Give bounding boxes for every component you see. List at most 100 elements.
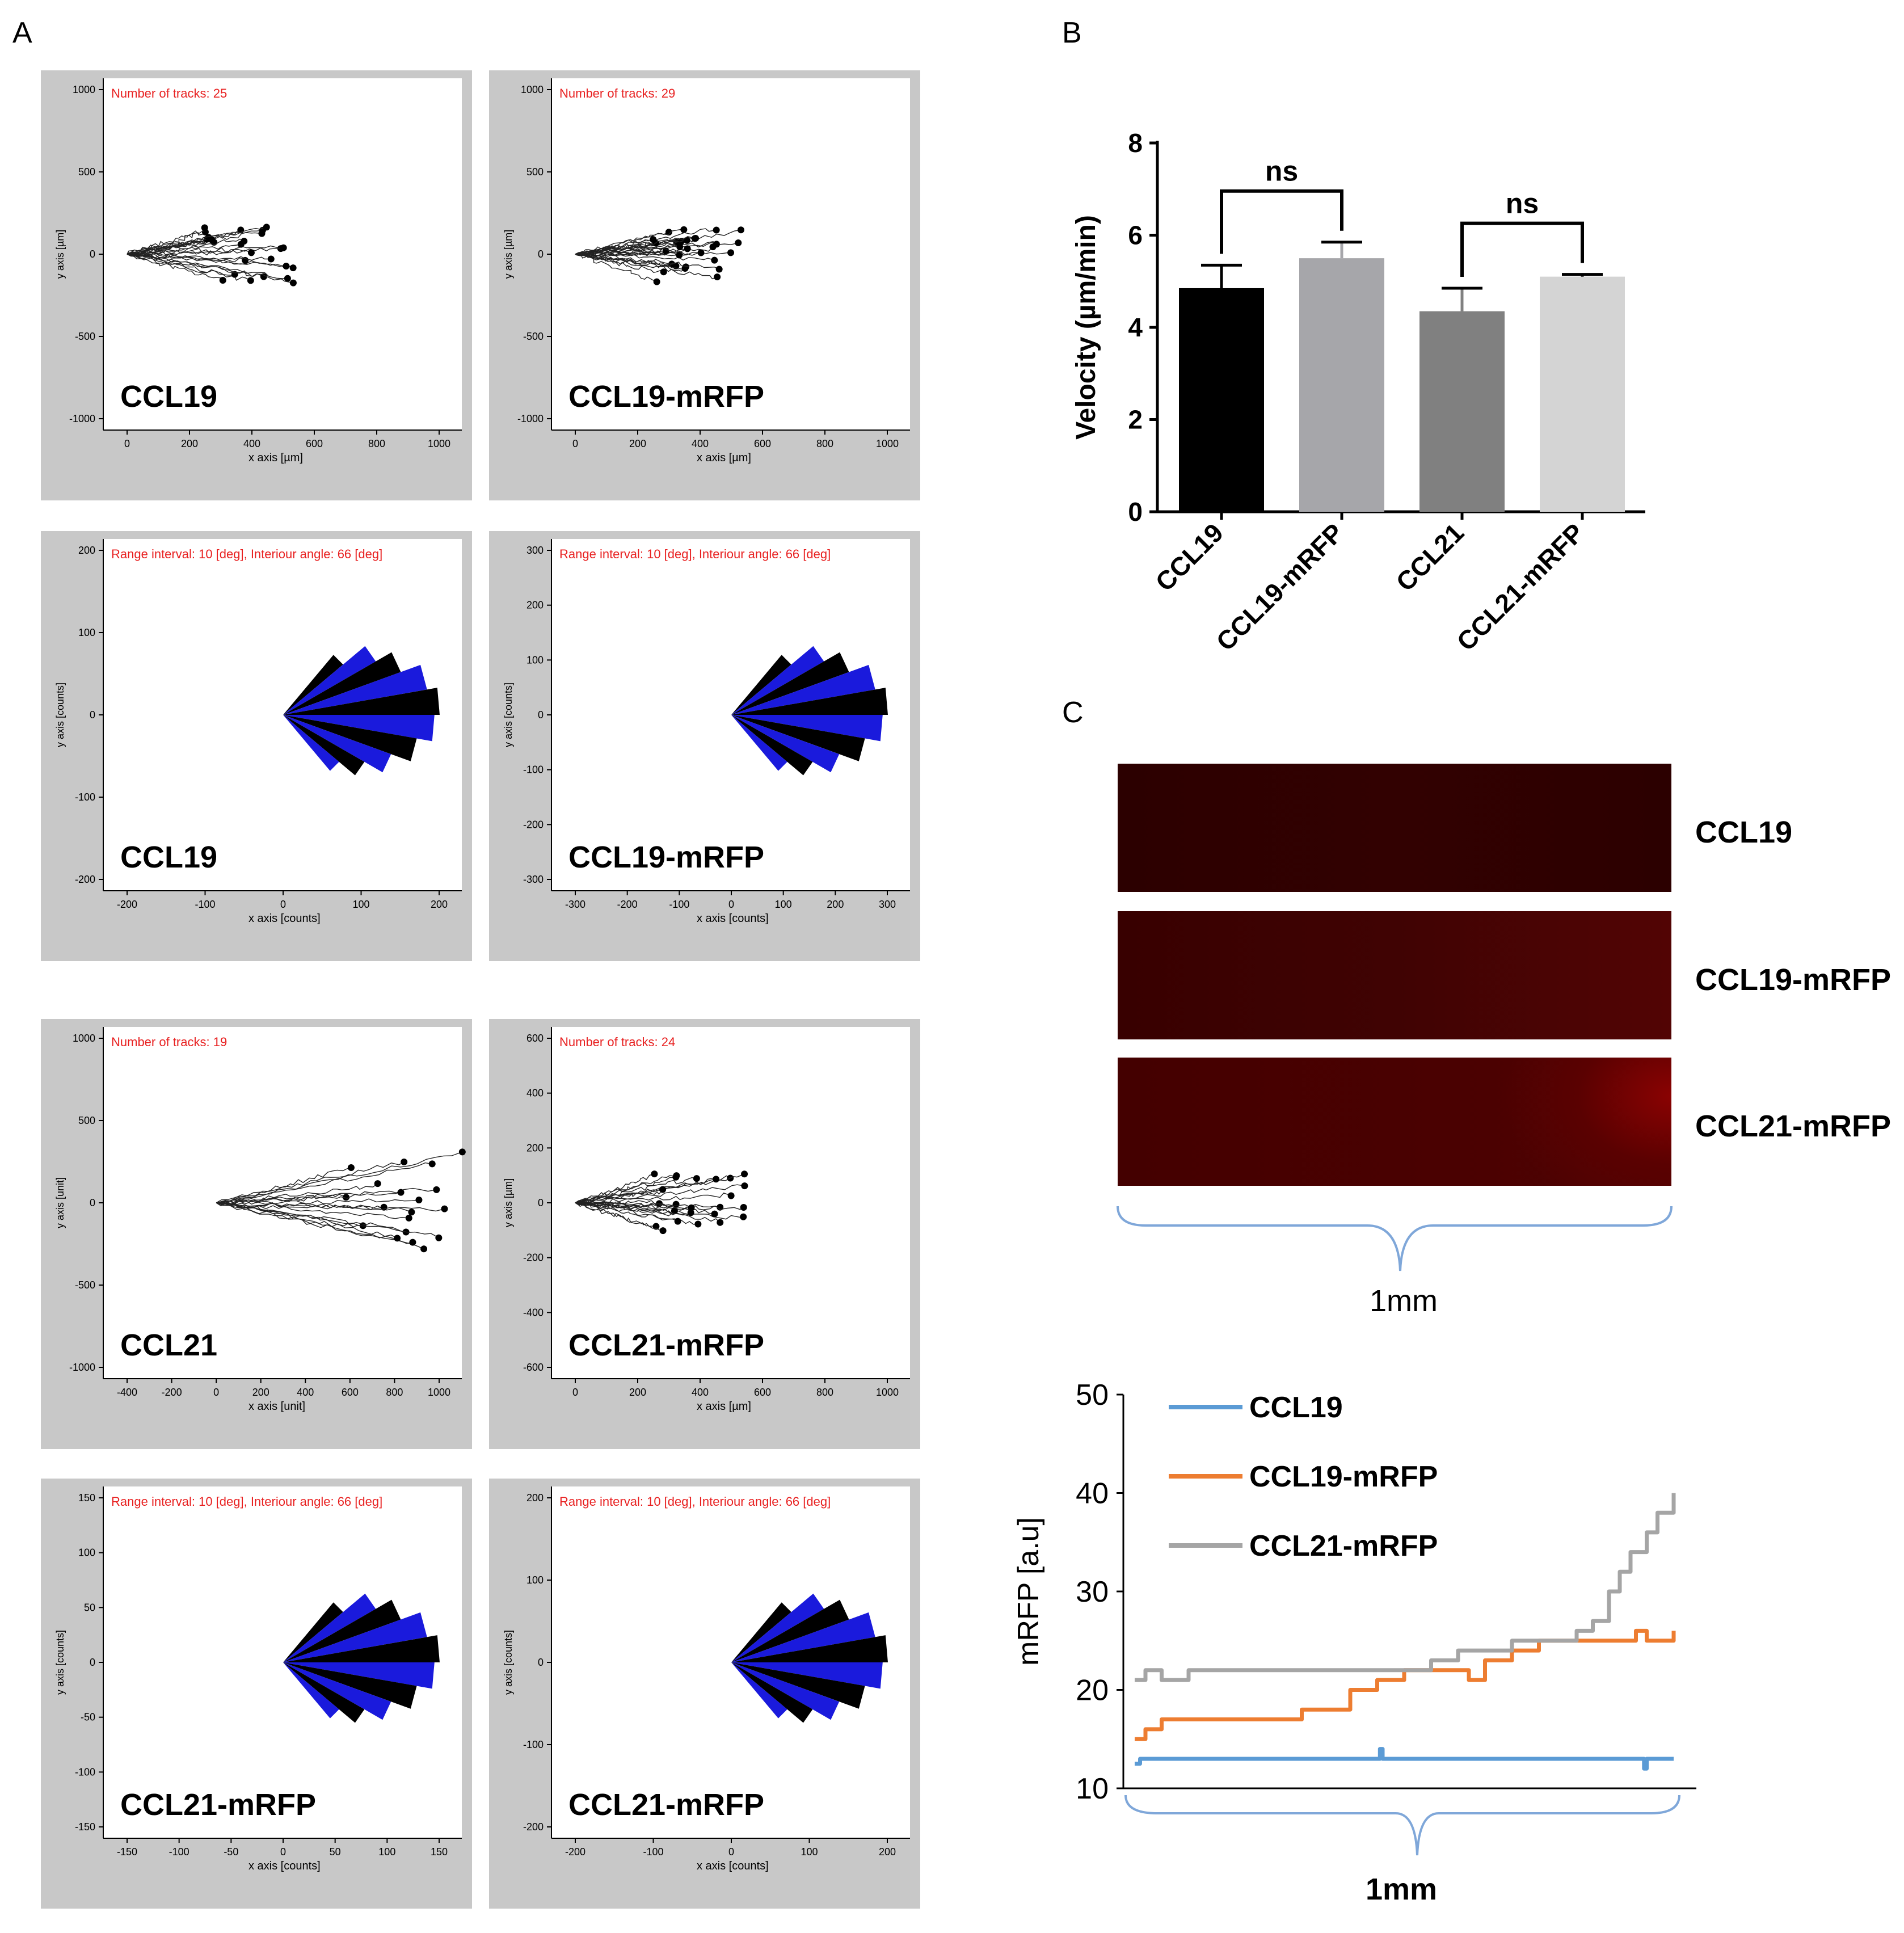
y-tick-label: 600: [526, 1033, 544, 1044]
cell-track: [216, 1202, 398, 1239]
cell-track: [575, 1184, 745, 1203]
y-tick-label: -200: [523, 819, 544, 830]
rose-wedge: [283, 715, 365, 776]
track-endpoint: [713, 241, 720, 248]
x-tick-label: 100: [775, 899, 792, 910]
x-tick-label: 600: [342, 1387, 359, 1398]
rose-wedge: [731, 715, 840, 773]
track-endpoint: [283, 263, 290, 270]
x-tick-label: -400: [117, 1387, 137, 1398]
cell-track: [216, 1167, 352, 1203]
tile-ccl21-mrfp-rose-a: -150 -100 -50 0 50 100 150 150 100 50 0 -50 -100 -150…: [41, 1479, 472, 1909]
x-tick-label: 600: [754, 1387, 771, 1398]
rose-wedge: [731, 1662, 787, 1719]
track-endpoint: [662, 247, 669, 255]
y-axis-label: y axis [counts]: [503, 683, 514, 747]
bar-y-axis-label: Velocity (µm/min): [1071, 215, 1101, 440]
significance-label: ns: [1265, 155, 1298, 187]
x-tick-label: 300: [879, 899, 896, 910]
x-tick-label: 800: [816, 438, 833, 449]
rose-wedge: [283, 646, 376, 715]
track-endpoint: [420, 1245, 428, 1253]
track-endpoint: [711, 1210, 718, 1218]
tile-condition-label: CCL19: [120, 380, 218, 414]
cell-track: [575, 254, 686, 269]
rose-group: [283, 646, 440, 776]
track-endpoint: [688, 1204, 695, 1211]
track-endpoint: [458, 1148, 466, 1156]
panel-letter-a: A: [12, 16, 32, 49]
y-axis-label: y axis [counts]: [54, 683, 66, 747]
tile-plot-svg: -300 -200 -100 0 100 200 300 300 200 100 0 -100 -200…: [503, 539, 910, 910]
y-tick-label: 500: [526, 166, 544, 178]
tile-condition-label: CCL21-mRFP: [568, 1788, 765, 1822]
rose-wedge: [283, 1635, 440, 1662]
cell-track: [216, 1201, 384, 1210]
strip-label-ccl21-mrfp: CCL21-mRFP: [1695, 1109, 1892, 1143]
x-tick-label: 50: [330, 1846, 341, 1858]
y-tick-label: -200: [523, 1252, 544, 1264]
strip-ccl19: [1118, 764, 1671, 892]
y-tick-label: 300: [526, 545, 544, 556]
y-tick-label: 0: [538, 1197, 544, 1208]
y-tick-label: 200: [526, 1492, 544, 1504]
y-tick-label: 0: [90, 249, 95, 260]
series-line: [1135, 1493, 1676, 1682]
cell-track: [127, 254, 251, 281]
cell-track: [575, 252, 718, 280]
mrfp-line-chart: 10 20 30 40 50 mRFP [a.u] CCL19 CCL19-mRFP CCL21…: [1012, 1379, 1696, 1906]
rose-group: [283, 1593, 440, 1723]
cell-track: [575, 1201, 744, 1210]
line-y-tick-label: 30: [1076, 1576, 1109, 1608]
x-tick-label: 400: [692, 1387, 709, 1398]
y-tick-label: -1000: [69, 413, 95, 424]
track-endpoint: [674, 1218, 681, 1225]
rose-wedge: [731, 1662, 813, 1723]
strip-scale-label: 1mm: [1370, 1284, 1438, 1318]
line-y-tick-label: 20: [1076, 1674, 1109, 1707]
track-endpoint: [672, 1201, 680, 1208]
track-endpoint: [409, 1239, 416, 1246]
rose-wedge: [731, 1593, 824, 1662]
rose-wedge: [283, 1602, 343, 1662]
y-tick-label: 1000: [73, 84, 95, 95]
y-tick-label: -100: [75, 1766, 95, 1778]
tile-ccl19-mrfp-rose: -300 -200 -100 0 100 200 300 300 200 100 0 -100 -200…: [489, 531, 920, 961]
x-tick-label: 1000: [876, 438, 899, 449]
tile-plot-svg: 0 200 400 600 800 1000 1000 500 0 -500 -1000 y axis…: [54, 78, 462, 449]
y-tick-label: 400: [526, 1088, 544, 1099]
track-endpoint: [247, 249, 255, 256]
rose-wedge: [283, 1593, 376, 1662]
y-tick-label: 100: [526, 1574, 544, 1586]
cell-track: [127, 250, 252, 257]
track-endpoint: [289, 264, 297, 272]
cell-track: [575, 248, 688, 256]
rose-wedge: [283, 1599, 401, 1662]
track-endpoint: [260, 273, 267, 280]
x-tick-label: 150: [431, 1846, 448, 1858]
y-axis-label: y axis [counts]: [503, 1630, 514, 1695]
x-tick-label: 800: [368, 438, 385, 449]
tile-condition-label: CCL19-mRFP: [568, 840, 765, 874]
track-endpoint: [672, 1173, 680, 1181]
x-tick-label: 600: [306, 438, 323, 449]
rose-group: [731, 646, 888, 776]
track-endpoint: [681, 265, 689, 272]
rose-wedge: [731, 715, 865, 761]
x-tick-label: 200: [827, 899, 844, 910]
rose-wedge: [731, 715, 883, 742]
track-endpoint: [740, 1204, 747, 1211]
track-endpoint: [397, 1189, 405, 1196]
x-tick-label: 800: [386, 1387, 403, 1398]
track-endpoint: [408, 1208, 415, 1216]
track-endpoint: [280, 244, 287, 251]
track-endpoint: [694, 1220, 702, 1228]
x-tick-label: -200: [617, 899, 638, 910]
cell-track: [575, 1202, 692, 1211]
rose-wedge: [283, 688, 440, 715]
x-axis-label: x axis [unit]: [248, 1400, 306, 1413]
x-tick-label: -100: [669, 899, 689, 910]
rose-wedge: [283, 1612, 427, 1662]
x-axis-label: x axis [counts]: [697, 1860, 769, 1872]
